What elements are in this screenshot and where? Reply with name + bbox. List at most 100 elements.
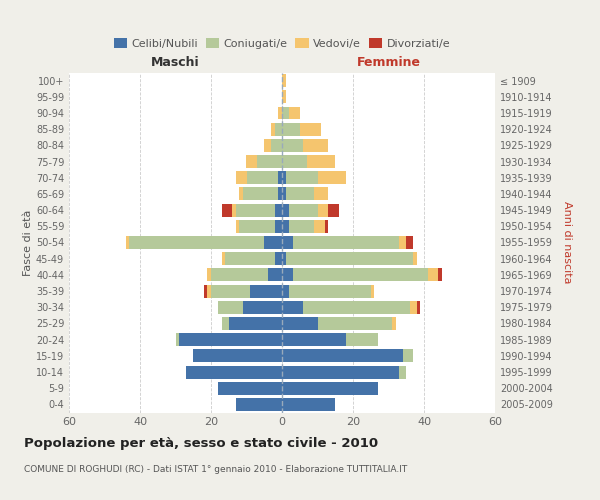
Text: Maschi: Maschi	[151, 56, 200, 70]
Bar	[289, 106, 300, 120]
Y-axis label: Anni di nascita: Anni di nascita	[562, 201, 572, 283]
Bar	[236, 398, 282, 411]
Bar	[236, 204, 275, 216]
Bar	[286, 172, 317, 184]
Text: Popolazione per età, sesso e stato civile - 2010: Popolazione per età, sesso e stato civil…	[24, 438, 378, 450]
Bar	[282, 220, 289, 233]
Bar	[293, 236, 399, 249]
Bar	[130, 236, 264, 249]
Bar	[282, 188, 286, 200]
Bar	[221, 317, 229, 330]
Bar	[282, 172, 286, 184]
Bar	[271, 139, 282, 152]
Bar	[275, 220, 282, 233]
Bar	[282, 366, 399, 378]
Bar	[186, 366, 282, 378]
Bar	[346, 333, 378, 346]
Bar	[317, 172, 346, 184]
Bar	[250, 284, 282, 298]
Bar	[221, 204, 232, 216]
Bar	[399, 366, 406, 378]
Bar	[286, 252, 413, 265]
Bar	[282, 268, 293, 281]
Bar	[304, 301, 410, 314]
Bar	[278, 188, 282, 200]
Bar	[264, 236, 282, 249]
Bar	[236, 172, 247, 184]
Bar	[282, 122, 300, 136]
Bar	[282, 350, 403, 362]
Bar	[314, 220, 325, 233]
Bar	[243, 301, 282, 314]
Bar	[211, 284, 250, 298]
Bar	[282, 252, 286, 265]
Bar	[289, 220, 314, 233]
Bar	[247, 172, 278, 184]
Bar	[257, 155, 282, 168]
Bar	[221, 252, 225, 265]
Bar	[282, 106, 289, 120]
Bar	[204, 284, 208, 298]
Bar	[264, 139, 271, 152]
Bar	[289, 204, 317, 216]
Bar	[275, 204, 282, 216]
Text: Femmine: Femmine	[356, 56, 421, 70]
Bar	[392, 317, 395, 330]
Bar	[278, 172, 282, 184]
Bar	[438, 268, 442, 281]
Bar	[410, 301, 417, 314]
Bar	[304, 139, 328, 152]
Bar	[293, 268, 428, 281]
Bar	[243, 188, 278, 200]
Bar	[328, 204, 339, 216]
Bar	[268, 268, 282, 281]
Bar	[289, 284, 371, 298]
Bar	[413, 252, 417, 265]
Bar	[126, 236, 130, 249]
Bar	[225, 252, 275, 265]
Bar	[317, 317, 392, 330]
Bar	[179, 333, 282, 346]
Bar	[193, 350, 282, 362]
Bar	[282, 139, 304, 152]
Bar	[371, 284, 374, 298]
Bar	[208, 268, 211, 281]
Bar	[218, 382, 282, 394]
Bar	[278, 106, 282, 120]
Bar	[218, 301, 243, 314]
Bar	[282, 301, 304, 314]
Bar	[417, 301, 421, 314]
Bar	[282, 74, 286, 87]
Bar	[282, 382, 378, 394]
Bar	[399, 236, 406, 249]
Bar	[282, 333, 346, 346]
Bar	[229, 317, 282, 330]
Bar	[236, 220, 239, 233]
Bar	[403, 350, 413, 362]
Bar	[211, 268, 268, 281]
Bar	[428, 268, 438, 281]
Bar	[208, 284, 211, 298]
Text: COMUNE DI ROGHUDI (RC) - Dati ISTAT 1° gennaio 2010 - Elaborazione TUTTITALIA.IT: COMUNE DI ROGHUDI (RC) - Dati ISTAT 1° g…	[24, 466, 407, 474]
Bar	[271, 122, 275, 136]
Bar	[282, 236, 293, 249]
Bar	[282, 317, 317, 330]
Bar	[282, 204, 289, 216]
Bar	[307, 155, 335, 168]
Bar	[247, 155, 257, 168]
Bar	[325, 220, 328, 233]
Bar	[282, 284, 289, 298]
Bar	[239, 188, 243, 200]
Bar	[282, 398, 335, 411]
Bar	[282, 90, 286, 104]
Y-axis label: Fasce di età: Fasce di età	[23, 210, 33, 276]
Bar	[275, 252, 282, 265]
Bar	[317, 204, 328, 216]
Bar	[282, 155, 307, 168]
Bar	[239, 220, 275, 233]
Bar	[406, 236, 413, 249]
Bar	[300, 122, 321, 136]
Bar	[314, 188, 328, 200]
Bar	[275, 122, 282, 136]
Legend: Celibi/Nubili, Coniugati/e, Vedovi/e, Divorziati/e: Celibi/Nubili, Coniugati/e, Vedovi/e, Di…	[109, 34, 455, 53]
